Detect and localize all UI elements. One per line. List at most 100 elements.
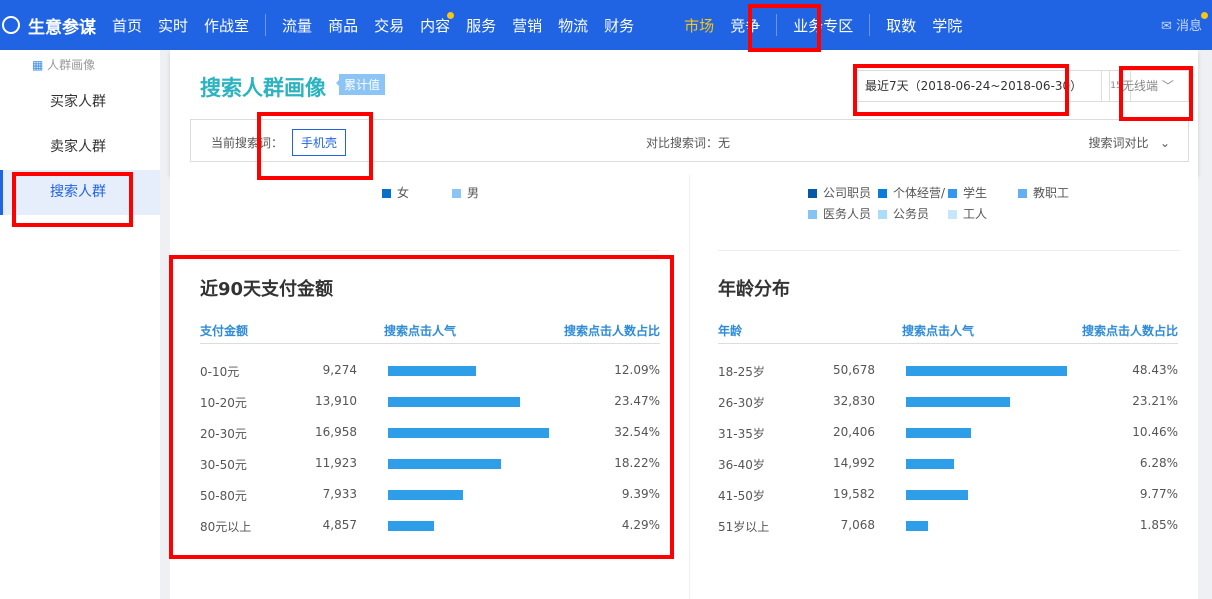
sidebar-section-header: ▦ 人群画像 [0, 50, 160, 80]
chevron-down-icon: ﹀ [1161, 79, 1174, 93]
row-label: 20-30元 [200, 427, 247, 441]
notification-dot [447, 11, 455, 19]
search-term-bar: 当前搜索词： 手机壳 对比搜索词：无 搜索词对比 ⌄ [190, 119, 1189, 162]
column-header: 年龄 [718, 324, 743, 338]
legend-swatch [808, 189, 817, 198]
row-label: 10-20元 [200, 396, 247, 410]
nav-separator [265, 14, 267, 36]
row-label: 80元以上 [200, 520, 252, 534]
legend-swatch [948, 189, 957, 198]
table-body: 0-10元 9,274 12.09% 10-20元 13,910 23.47% 20-30元… [200, 344, 660, 549]
legend-item: 学生 [948, 184, 987, 201]
compass-icon [2, 16, 20, 34]
sidebar-item-search[interactable]: 搜索人群 [0, 170, 160, 215]
table-body: 18-25岁 50,678 48.43% 26-30岁 32,830 23.21% 31-3… [718, 344, 1178, 549]
row-value: 14,992 [833, 456, 875, 470]
table-row: 36-40岁 14,992 6.28% [718, 456, 1178, 487]
row-value: 7,068 [840, 518, 875, 532]
legend-label: 个体经营/ [893, 186, 946, 200]
table-row: 31-35岁 20,406 10.46% [718, 425, 1178, 456]
notification-dot [1201, 12, 1208, 19]
mail-icon: ✉ [1160, 19, 1172, 34]
legend-label: 公司职员 [823, 186, 872, 200]
legend-label: 学生 [963, 186, 988, 200]
sidebar: ▦ 人群画像 买家人群 卖家人群 搜索人群 [0, 50, 160, 599]
panel-title: 近90天支付金额 [200, 279, 334, 300]
table-row: 26-30岁 32,830 23.21% [718, 394, 1178, 425]
nav-item-4[interactable]: 流量 [282, 16, 313, 35]
date-range-picker[interactable]: 最近7天（2018-06-24~2018-06-30） [856, 70, 1102, 102]
legend-label: 女 [397, 186, 410, 200]
legend-item: 医务人员 [808, 205, 871, 222]
legend-swatch [382, 189, 391, 198]
row-share: 48.43% [1132, 363, 1178, 377]
legend-item: 公务员 [878, 205, 929, 222]
table-row: 51岁以上 7,068 1.85% [718, 518, 1178, 549]
legend-label: 工人 [963, 207, 988, 221]
row-label: 50-80元 [200, 489, 247, 503]
row-label: 51岁以上 [718, 520, 770, 534]
divider [200, 250, 660, 251]
legend-swatch [948, 210, 957, 219]
table-row: 0-10元 9,274 12.09% [200, 363, 660, 394]
row-label: 30-50元 [200, 458, 247, 472]
nav-item-5[interactable]: 商品 [328, 16, 359, 35]
sidebar-item-buyers[interactable]: 买家人群 [50, 94, 106, 110]
table-header: 支付金额 搜索点击人气 搜索点击人数占比 [200, 322, 660, 344]
cumulative-badge: 累计值 [335, 74, 386, 95]
table-row: 80元以上 4,857 4.29% [200, 518, 660, 549]
nav-item-15[interactable]: 业务专区 [793, 16, 854, 35]
nav-item-9[interactable]: 营销 [512, 16, 543, 35]
nav-item-18[interactable]: 学院 [932, 16, 963, 35]
top-nav: 生意参谋 首页 实时 作战室 流量 商品 交易 内容 服务 营销 物流 财务 市场 竞争 业务专区 取数 学院… [0, 0, 1212, 50]
nav-item-0[interactable]: 首页 [112, 16, 143, 35]
compare-term-button[interactable]: 搜索词对比 ⌄ [1088, 134, 1170, 151]
column-header: 搜索点击人气 [901, 324, 974, 338]
current-term-chip[interactable]: 手机壳 [292, 129, 347, 156]
value-bar [906, 428, 971, 438]
table-row: 41-50岁 19,582 9.77% [718, 487, 1178, 518]
legend-swatch [878, 210, 887, 219]
table-header: 年龄 搜索点击人气 搜索点击人数占比 [718, 322, 1178, 344]
nav-item-6[interactable]: 交易 [374, 16, 405, 35]
nav-item-10[interactable]: 物流 [558, 16, 589, 35]
nav-item-13[interactable]: 竞争 [730, 16, 761, 35]
row-value: 11,923 [315, 456, 357, 470]
nav-item-7[interactable]: 内容 [420, 11, 455, 36]
nav-item-12[interactable]: 市场 [684, 16, 715, 35]
nav-item-8[interactable]: 服务 [466, 16, 497, 35]
row-share: 10.46% [1132, 425, 1178, 439]
row-value: 32,830 [833, 394, 875, 408]
column-header: 搜索点击人数占比 [563, 324, 660, 338]
row-share: 1.85% [1139, 518, 1178, 532]
compare-term-label: 对比搜索词：无 [646, 136, 731, 150]
brand-logo[interactable]: 生意参谋 [2, 13, 96, 38]
row-value: 7,933 [322, 487, 357, 501]
device-value: 无线端 [1122, 79, 1159, 93]
row-share: 9.39% [621, 487, 660, 501]
nav-item-2[interactable]: 作战室 [204, 16, 250, 35]
nav-item-11[interactable]: 财务 [604, 16, 635, 35]
value-bar [906, 366, 1067, 376]
row-label: 36-40岁 [718, 458, 765, 472]
value-bar [906, 490, 969, 500]
row-label: 0-10元 [200, 365, 240, 379]
chevron-down-icon: ⌄ [1159, 136, 1170, 150]
sidebar-item-sellers[interactable]: 卖家人群 [50, 139, 106, 155]
age-panel: 年龄分布 年龄 搜索点击人气 搜索点击人数占比 18-25岁 50,678 48.43% 26… [718, 275, 1178, 549]
brand-name: 生意参谋 [28, 17, 96, 38]
nav-item-17[interactable]: 取数 [886, 16, 917, 35]
legend-item: 个体经营/ [878, 184, 945, 201]
value-bar [388, 366, 477, 376]
nav-item-1[interactable]: 实时 [158, 16, 189, 35]
value-bar [906, 459, 954, 469]
row-share: 12.09% [614, 363, 660, 377]
messages-label: 消息 [1175, 19, 1202, 34]
row-share: 18.22% [614, 456, 660, 470]
device-select[interactable]: 无线端 ﹀ [1109, 70, 1189, 102]
sidebar-section-label: 人群画像 [47, 58, 96, 72]
value-bar [388, 397, 521, 407]
row-value: 4,857 [322, 518, 357, 532]
legend-swatch [452, 189, 461, 198]
messages-link[interactable]: ✉ 消息 [1160, 12, 1208, 34]
